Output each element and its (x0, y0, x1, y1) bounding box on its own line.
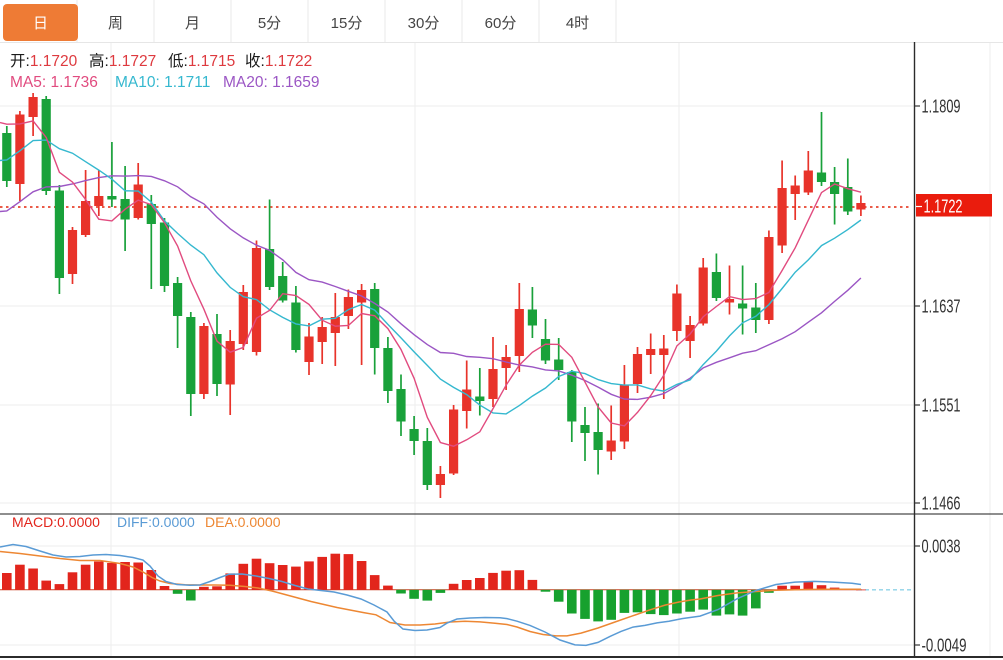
svg-text:5分: 5分 (258, 15, 281, 32)
svg-text:4时: 4时 (566, 15, 589, 32)
svg-text:1.1722: 1.1722 (924, 197, 963, 217)
svg-text:1.1809: 1.1809 (922, 97, 961, 117)
svg-text:MA5: 1.1736: MA5: 1.1736 (10, 74, 98, 91)
svg-text:-0.0049: -0.0049 (922, 636, 967, 656)
svg-text:收:1.1722: 收:1.1722 (245, 52, 312, 70)
svg-text:15分: 15分 (331, 15, 363, 32)
svg-text:月: 月 (185, 15, 200, 32)
svg-text:0.0038: 0.0038 (922, 537, 961, 557)
svg-text:高:1.1727: 高:1.1727 (89, 52, 156, 70)
svg-text:MACD:0.0000: MACD:0.0000 (12, 514, 100, 530)
svg-text:MA20: 1.1659: MA20: 1.1659 (223, 74, 320, 91)
svg-text:DIFF:0.0000: DIFF:0.0000 (117, 514, 195, 530)
svg-text:30分: 30分 (408, 15, 440, 32)
svg-text:60分: 60分 (485, 15, 517, 32)
svg-text:1.1551: 1.1551 (922, 396, 961, 416)
svg-text:周: 周 (108, 15, 123, 32)
svg-text:1.1466: 1.1466 (922, 494, 961, 514)
svg-text:低:1.1715: 低:1.1715 (168, 52, 235, 70)
svg-text:1.1637: 1.1637 (922, 297, 961, 317)
svg-text:日: 日 (33, 15, 48, 32)
svg-text:DEA:0.0000: DEA:0.0000 (205, 514, 281, 530)
svg-text:开:1.1720: 开:1.1720 (10, 53, 78, 70)
svg-text:MA10: 1.1711: MA10: 1.1711 (115, 74, 210, 91)
